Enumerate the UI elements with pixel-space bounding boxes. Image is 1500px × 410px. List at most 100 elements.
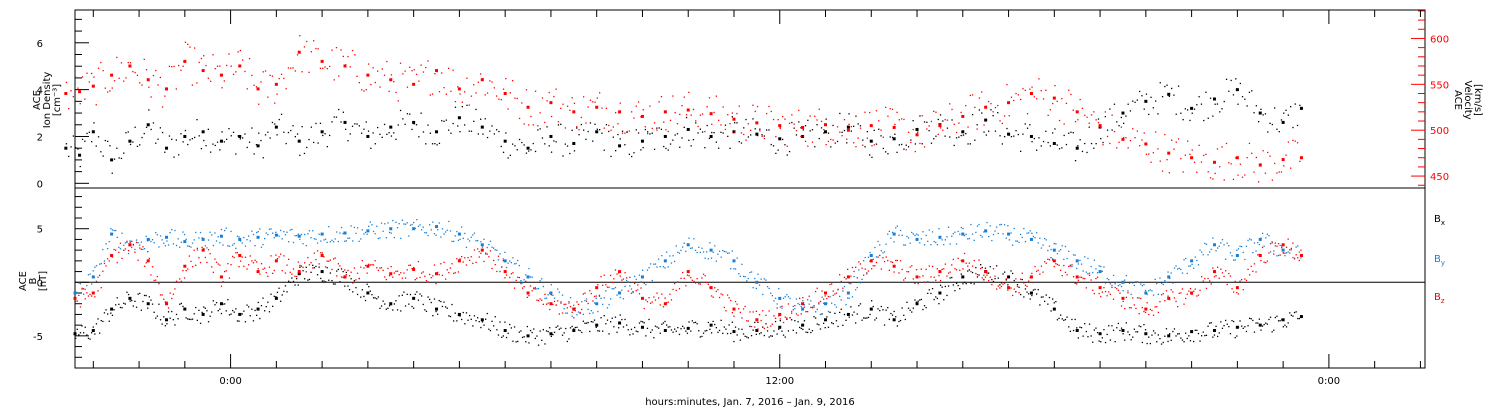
bx-sample: [161, 323, 163, 325]
bx-sample: [320, 277, 322, 280]
velocity-sample: [962, 134, 965, 137]
bx-sample: [855, 322, 857, 324]
density-sample: [308, 138, 310, 141]
density-sample: [361, 132, 363, 134]
by-sample: [153, 242, 155, 244]
density-sample: [615, 150, 617, 152]
velocity-point: [1121, 137, 1125, 141]
by-sample: [461, 226, 463, 228]
bx-sample: [888, 318, 890, 320]
bz-sample: [1029, 277, 1031, 279]
bz-sample: [935, 279, 937, 281]
velocity-sample: [367, 63, 370, 65]
bz-sample: [662, 306, 665, 308]
bz-sample: [816, 287, 818, 289]
bx-sample: [818, 324, 820, 326]
by-sample: [1122, 290, 1124, 292]
velocity-sample: [628, 130, 630, 132]
bz-sample: [491, 267, 493, 270]
density-point: [572, 142, 576, 145]
density-ylabel-line2: Ion Density: [42, 72, 53, 129]
density-sample: [907, 146, 910, 148]
density-sample: [795, 134, 798, 136]
bx-point: [824, 318, 828, 322]
velocity-sample: [422, 71, 425, 73]
by-point: [1167, 275, 1171, 279]
velocity-sample: [1221, 146, 1223, 148]
bz-sample: [180, 280, 182, 282]
density-sample: [457, 125, 459, 127]
density-sample: [1008, 134, 1010, 136]
bz-sample: [409, 264, 412, 266]
density-sample: [200, 148, 203, 150]
bz-sample: [473, 249, 476, 251]
by-sample: [291, 228, 293, 230]
bz-point: [256, 270, 260, 274]
velocity-sample: [818, 108, 820, 110]
velocity-sample: [731, 112, 733, 114]
density-sample: [464, 124, 466, 126]
velocity-sample: [830, 138, 832, 141]
density-sample: [1097, 118, 1100, 120]
density-sample: [1004, 136, 1006, 138]
bx-sample: [481, 321, 484, 323]
bx-sample: [193, 313, 195, 315]
bx-sample: [297, 284, 299, 286]
by-sample: [839, 295, 841, 297]
bx-sample: [571, 325, 573, 328]
density-sample: [992, 115, 994, 117]
velocity-point: [297, 50, 301, 54]
by-sample: [1223, 244, 1225, 246]
density-sample: [976, 124, 978, 126]
bz-sample: [292, 268, 295, 270]
density-sample: [363, 128, 365, 130]
bx-sample: [143, 294, 146, 297]
by-sample: [1090, 265, 1092, 268]
bx-sample: [904, 318, 906, 321]
by-sample: [1295, 246, 1297, 248]
by-sample: [589, 312, 591, 315]
bz-sample: [621, 279, 623, 281]
density-sample: [869, 154, 871, 156]
velocity-sample: [205, 64, 207, 67]
bz-sample: [372, 264, 375, 266]
bx-sample: [903, 314, 905, 316]
bz-sample: [275, 254, 277, 256]
velocity-sample: [523, 123, 525, 125]
density-sample: [514, 145, 516, 147]
bz-point: [984, 270, 988, 274]
bz-point: [618, 270, 622, 274]
by-sample: [175, 244, 178, 247]
velocity-point: [435, 69, 439, 73]
density-sample: [541, 137, 544, 139]
bx-sample: [901, 307, 903, 309]
bx-sample: [869, 313, 871, 316]
by-sample: [613, 288, 615, 290]
density-sample: [443, 120, 445, 122]
velocity-sample: [159, 76, 161, 79]
bx-sample: [1047, 303, 1049, 305]
by-sample: [246, 239, 248, 241]
velocity-sample: [898, 119, 900, 121]
density-sample: [404, 123, 406, 125]
density-sample: [688, 139, 690, 141]
density-point: [128, 139, 132, 143]
bx-sample: [387, 307, 389, 309]
bx-sample: [308, 278, 311, 281]
by-sample: [576, 314, 578, 316]
density-sample: [1180, 112, 1182, 114]
bx-sample: [835, 320, 838, 322]
bx-sample: [191, 318, 194, 320]
bx-sample: [244, 321, 247, 323]
velocity-sample: [1191, 149, 1193, 151]
bx-sample: [534, 337, 536, 340]
by-sample: [738, 273, 740, 275]
bx-sample: [1095, 327, 1097, 329]
velocity-sample: [599, 92, 601, 94]
bx-sample: [286, 291, 288, 293]
by-sample: [289, 229, 291, 231]
bz-sample: [638, 293, 641, 295]
bx-sample: [1197, 332, 1200, 335]
velocity-sample: [605, 107, 608, 109]
by-sample: [1000, 223, 1003, 226]
